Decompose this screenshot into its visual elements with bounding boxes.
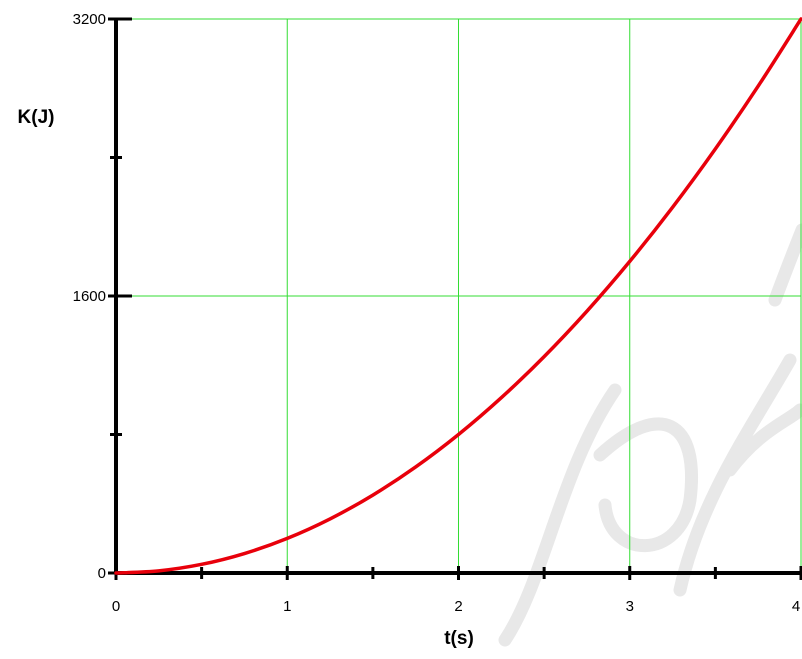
x-tick-label: 3 [626, 598, 634, 615]
series-layer [114, 17, 802, 575]
y-tick-label: 3200 [73, 11, 106, 28]
x-tick-label: 1 [283, 598, 291, 615]
y-axis-label: K(J) [18, 107, 55, 128]
axis-ticks [108, 17, 802, 580]
y-tick-label: 1600 [73, 288, 106, 305]
watermark-stroke [498, 383, 622, 647]
tick-labels: 0 1 2 3 4 0 1600 3200 [73, 11, 801, 615]
x-tick-label: 0 [112, 598, 120, 615]
watermark-stroke [768, 223, 802, 307]
watermark-stroke [593, 417, 698, 553]
watermark-stroke [723, 403, 802, 477]
x-tick-label: 2 [454, 598, 462, 615]
x-axis-label: t(s) [444, 628, 474, 649]
grid-lines [116, 18, 802, 573]
watermark [498, 223, 802, 647]
x-tick-label: 4 [792, 598, 800, 615]
y-tick-label: 0 [98, 565, 106, 582]
series-line-kinetic-energy [114, 17, 802, 575]
